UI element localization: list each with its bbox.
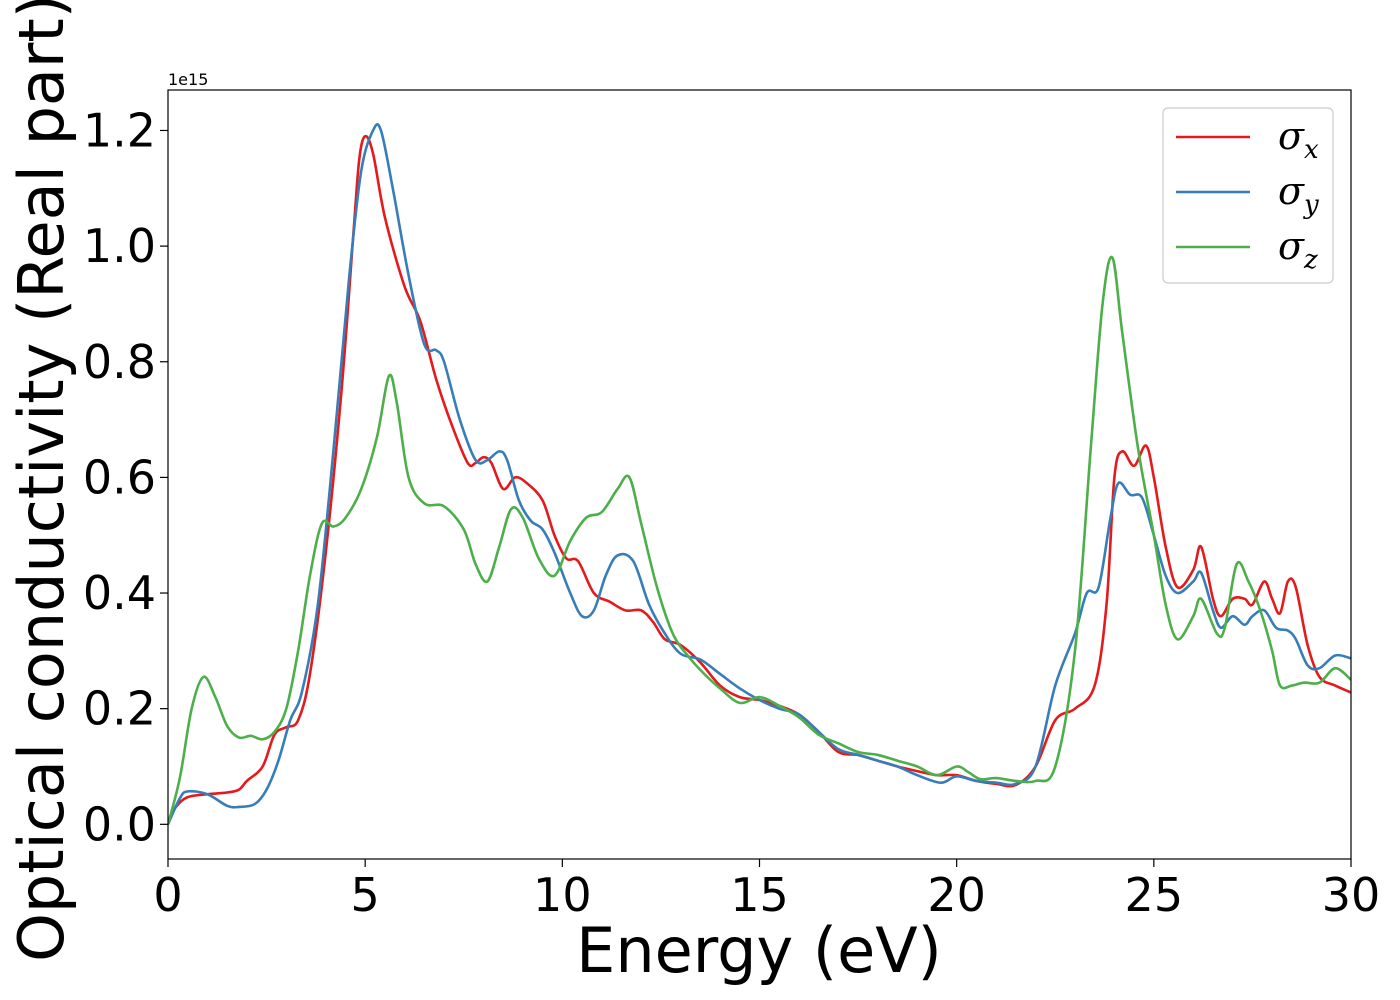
x-tick-label: 20 [927,868,986,922]
series-line-y [168,123,1351,825]
y-offset-label: 1e15 [168,70,208,89]
legend-box [1162,107,1334,284]
x-tick-label: 10 [533,868,592,922]
y-tick-label: 1.0 [83,219,156,273]
y-tick-label: 0.8 [83,335,156,389]
legend-label-y: σy [1278,169,1319,220]
x-tick-label: 30 [1322,868,1381,922]
y-tick-label: 0.4 [83,566,156,620]
legend-label-x: σx [1278,114,1319,165]
series-line-z [168,255,1351,825]
y-tick-label: 0.2 [83,682,156,736]
y-tick-label: 0.6 [83,450,156,504]
y-tick-label: 0.0 [83,797,156,851]
x-tick-label: 25 [1125,868,1184,922]
x-axis: 0 5 10 15 20 25 30 [153,859,1380,922]
series-lines [168,123,1351,825]
series-line-x [168,134,1351,825]
y-axis-title: Optical conductivity (Real part) [5,0,78,962]
x-tick-label: 15 [730,868,789,922]
x-axis-title: Energy (eV) [576,914,942,987]
x-tick-label: 5 [351,868,380,922]
x-tick-label: 0 [153,868,182,922]
legend-label-z: σz [1278,224,1318,275]
y-tick-label: 1.2 [83,103,156,157]
y-axis: 0.0 0.2 0.4 0.6 0.8 1.0 1.2 [83,103,168,851]
